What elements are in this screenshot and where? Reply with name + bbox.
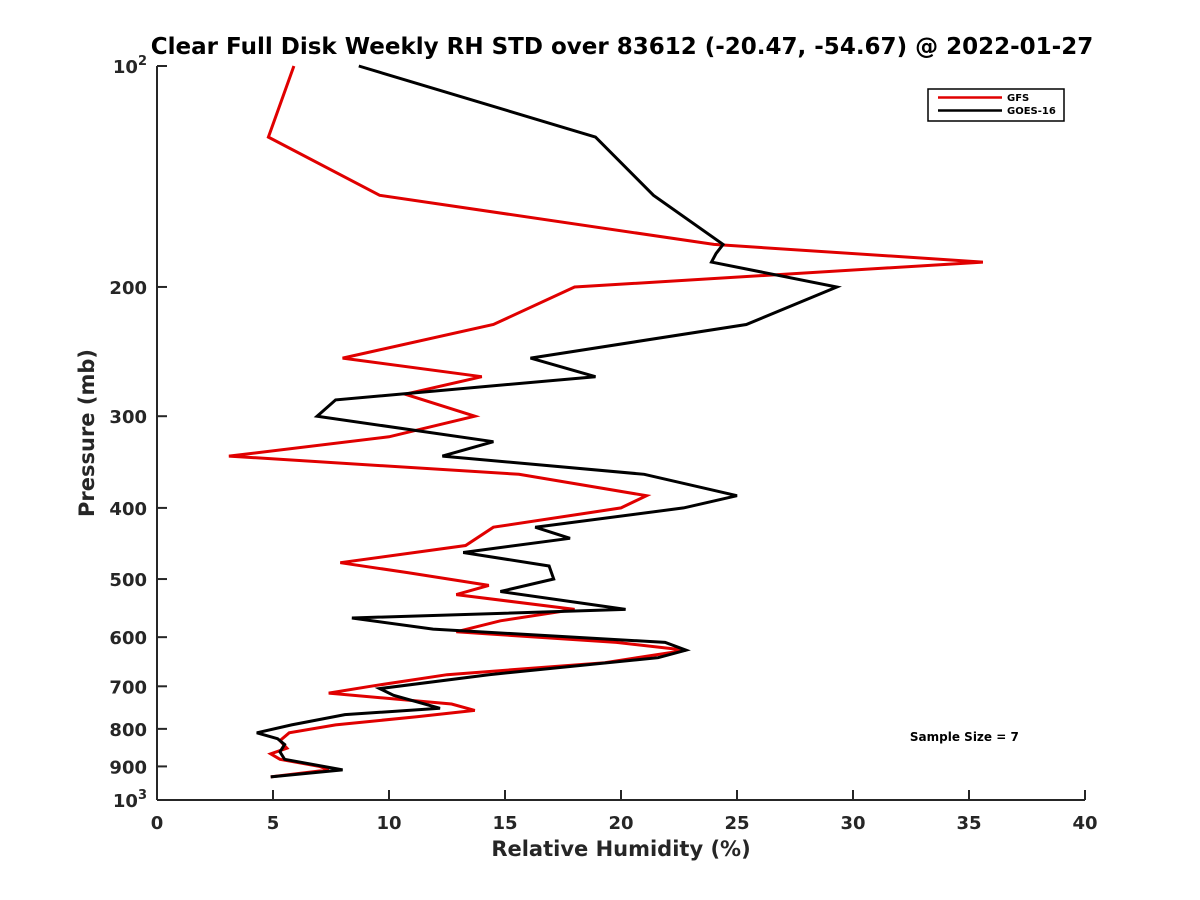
legend-label-gfs: GFS	[1007, 93, 1029, 104]
y-tick-label: 400	[109, 499, 147, 520]
legend-box	[927, 88, 1065, 122]
y-tick-label: 500	[109, 570, 147, 591]
legend-label-goes-16: GOES-16	[1007, 106, 1056, 117]
legend: GFS GOES-16	[927, 88, 1065, 122]
y-axis-label: Pressure (mb)	[75, 349, 99, 517]
x-tick-label: 0	[151, 813, 164, 834]
y-tick-label: 700	[109, 677, 147, 698]
x-ticks: 0 5 10 15 20 25 30 35 40	[151, 790, 1098, 834]
y-tick-label: 600	[109, 628, 147, 649]
y-tick-label: 900	[109, 757, 147, 778]
x-tick-label: 10	[376, 813, 401, 834]
sample-size-annotation: Sample Size = 7	[910, 730, 1019, 744]
series-line-gfs	[228, 65, 983, 779]
x-tick-label: 35	[956, 813, 981, 834]
y-ticks: 102 200 300 400 500 600 700 800 900 103	[109, 54, 167, 812]
x-tick-label: 25	[724, 813, 749, 834]
series-layer	[228, 64, 983, 779]
x-axis-label: Relative Humidity (%)	[491, 837, 750, 861]
y-tick-label: 103	[113, 788, 147, 812]
y-tick-label: 800	[109, 720, 147, 741]
series-line-goes-16	[256, 64, 842, 779]
y-tick-label: 102	[113, 54, 147, 78]
x-tick-label: 15	[492, 813, 517, 834]
y-tick-label: 300	[109, 407, 147, 428]
chart-title: Clear Full Disk Weekly RH STD over 83612…	[151, 34, 1093, 60]
x-tick-label: 20	[608, 813, 633, 834]
x-tick-label: 40	[1072, 813, 1097, 834]
x-tick-label: 5	[267, 813, 280, 834]
x-tick-label: 30	[840, 813, 865, 834]
y-tick-label: 200	[109, 278, 147, 299]
